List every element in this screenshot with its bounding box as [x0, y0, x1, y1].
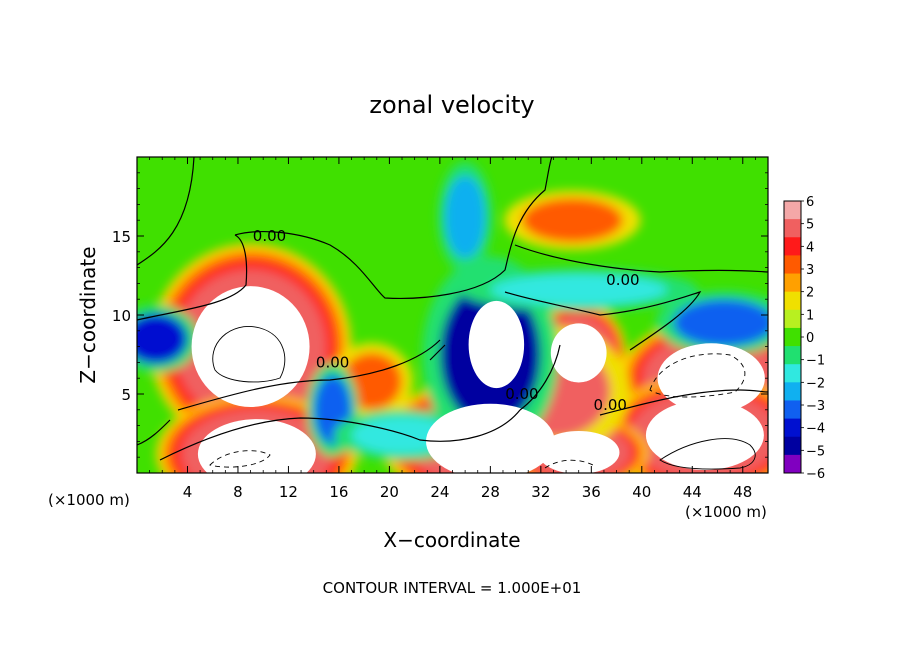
colorbar-swatch-4	[784, 273, 801, 293]
contour-label-2: 0.00	[316, 353, 349, 371]
contour-label-layer: 0.00 0.00 0.00 0.00 0.00	[253, 227, 640, 414]
colorbar-label-4: 2	[806, 286, 814, 301]
chart-title: zonal velocity	[369, 91, 534, 119]
colorbar-label-2: 4	[806, 240, 814, 255]
x-tick-label-9: 40	[632, 483, 651, 501]
colorbar: 6 5 4 3 2 1 0 −1 −2 −3 −4 −5 −6	[783, 195, 825, 482]
contour-label-0: 0.00	[253, 227, 286, 245]
closed-contour-solid	[212, 326, 756, 470]
colorbar-swatch-10	[784, 382, 801, 401]
contour-interval-note: CONTOUR INTERVAL = 1.000E+01	[323, 579, 582, 597]
colorbar-swatch-9	[784, 364, 801, 383]
colorbar-swatch-8	[784, 346, 801, 365]
colorbar-label-3: 3	[806, 263, 814, 278]
colorbar-swatch-2	[784, 237, 801, 256]
saturated-core-3	[550, 323, 607, 383]
x-tick-label-10: 44	[683, 483, 702, 501]
x-tick-label-4: 20	[380, 483, 399, 501]
x-axis: 4 8 12 16 20 24 28 32 36 40 44 48	[149, 157, 756, 501]
zero-contour-lower	[137, 344, 768, 461]
colorbar-label-12: −6	[806, 467, 825, 482]
colorbar-swatch-3	[784, 255, 801, 275]
field-blob-15	[490, 273, 668, 306]
colorbar-swatch-7	[784, 327, 801, 347]
colorbar-swatch-6	[784, 309, 801, 329]
colorbar-swatch-14	[784, 454, 801, 474]
zero-contour-middle	[137, 234, 702, 411]
contour-label-3: 0.00	[505, 385, 538, 403]
closed-contour-dashed	[209, 353, 746, 469]
x-unit-right: (×1000 m)	[685, 503, 767, 521]
colorbar-label-6: 0	[806, 331, 814, 346]
colorbar-label-0: 6	[806, 195, 814, 210]
y-axis-label: Z−coordinate	[76, 246, 100, 383]
colorbar-swatch-11	[784, 400, 801, 420]
y-tick-label-0: 5	[121, 386, 131, 404]
field-blob-14	[673, 299, 768, 347]
saturated-core-0	[191, 286, 310, 408]
colorbar-label-8: −2	[806, 376, 825, 391]
field-blob-11	[444, 175, 486, 259]
field-blob-13	[137, 313, 188, 364]
x-tick-label-0: 4	[183, 483, 193, 501]
field-layer	[137, 161, 768, 473]
colorbar-swatch-12	[784, 418, 801, 438]
x-tick-label-11: 48	[733, 483, 752, 501]
saturated-core-1	[197, 419, 316, 473]
y-axis: 5 10 15	[112, 172, 768, 458]
saturated-core-2	[426, 403, 555, 473]
colorbar-label-10: −4	[806, 422, 825, 437]
plot-area: 0.00 0.00 0.00 0.00 0.00	[136, 156, 769, 474]
negative-saturated-core	[468, 300, 525, 389]
colorbar-label-11: −5	[806, 444, 825, 459]
colorbar-label-9: −3	[806, 399, 825, 414]
x-tick-label-1: 8	[233, 483, 243, 501]
colorbar-label-7: −1	[806, 354, 825, 369]
x-tick-label-2: 12	[279, 483, 298, 501]
y-tick-label-2: 15	[112, 228, 131, 246]
colorbar-label-5: 1	[806, 308, 814, 323]
contour-label-4: 0.00	[594, 396, 627, 414]
y-tick-label-1: 10	[112, 307, 131, 325]
x-axis-label: X−coordinate	[383, 528, 520, 552]
contour-layer	[137, 157, 768, 470]
colorbar-label-1: 5	[806, 218, 814, 233]
colorbar-swatch-5	[784, 291, 801, 311]
x-unit-left: (×1000 m)	[48, 491, 130, 509]
colorbar-swatch-1	[784, 219, 801, 238]
zero-contour-upper	[137, 157, 768, 299]
x-tick-label-8: 36	[582, 483, 601, 501]
saturated-core-5	[645, 400, 764, 470]
colorbar-swatch-0	[784, 201, 801, 220]
x-tick-label-5: 24	[430, 483, 449, 501]
field-blob-7	[521, 198, 623, 243]
saturated-core-6	[537, 430, 620, 473]
colorbar-swatch-13	[784, 436, 801, 456]
x-tick-label-3: 16	[329, 483, 348, 501]
contour-label-1: 0.00	[606, 271, 639, 289]
x-tick-label-7: 32	[531, 483, 550, 501]
x-tick-label-6: 28	[481, 483, 500, 501]
